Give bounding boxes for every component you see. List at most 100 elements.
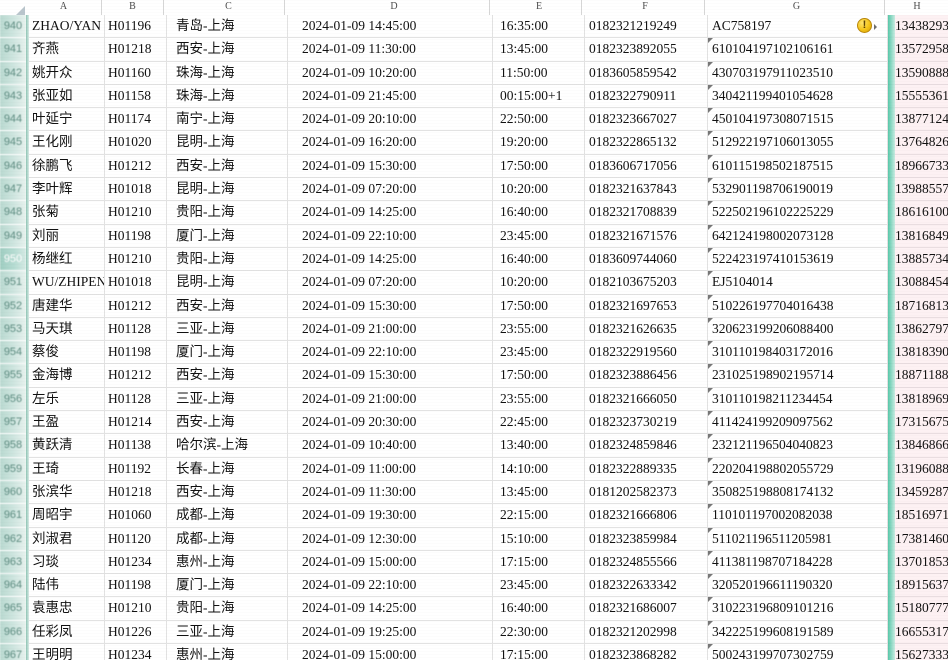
cell-arrival-time[interactable]: 16:40:00 — [493, 201, 585, 225]
table-row[interactable]: 马天琪 H01128 三亚-上海 2024-01-09 21:00:00 23:55:0… — [29, 317, 948, 342]
cell-id-number[interactable]: 450104197308071515 — [708, 108, 888, 132]
cell-departure-datetime[interactable]: 2024-01-09 20:10:00 — [288, 108, 493, 132]
cell-arrival-time[interactable]: 17:50:00 — [493, 294, 585, 318]
row-header[interactable]: 956 — [0, 387, 26, 412]
table-row[interactable]: 习琰 H01234 惠州-上海 2024-01-09 15:00:00 17:15:00… — [29, 550, 948, 575]
cell-departure-datetime[interactable]: 2024-01-09 21:45:00 — [288, 84, 493, 109]
cell-arrival-time[interactable]: 22:45:00 — [493, 411, 585, 435]
cell-flight-number[interactable]: H01158 — [105, 84, 167, 109]
cell-phone-number[interactable]: 13590888 — [895, 62, 948, 85]
cell-order-number[interactable]: 0182322790911 — [585, 84, 708, 109]
cell-route[interactable]: 昆明-上海 — [167, 131, 288, 155]
cell-departure-datetime[interactable]: 2024-01-09 20:30:00 — [288, 411, 493, 435]
cell-flight-number[interactable]: H01018 — [105, 271, 167, 295]
row-header[interactable]: 963 — [0, 550, 26, 575]
cell-passenger-name[interactable]: 叶延宁 — [29, 108, 105, 132]
cell-phone-number[interactable]: 13862797 — [895, 318, 948, 342]
table-row[interactable]: 黄跃清 H01138 哈尔滨-上海 2024-01-09 10:40:00 13:40:… — [29, 434, 948, 458]
cell-arrival-time[interactable]: 17:15:00 — [493, 550, 585, 575]
cell-route[interactable]: 成都-上海 — [167, 504, 288, 528]
cell-route[interactable]: 贵阳-上海 — [167, 201, 288, 225]
cell-flight-number[interactable]: H01212 — [105, 294, 167, 318]
row-header[interactable]: 949 — [0, 224, 26, 248]
cell-passenger-name[interactable]: 王琦 — [29, 457, 105, 481]
cell-order-number[interactable]: 0181202582373 — [585, 480, 708, 505]
cell-departure-datetime[interactable]: 2024-01-09 22:10:00 — [288, 574, 493, 598]
row-header[interactable]: 941 — [0, 38, 26, 62]
cell-phone-number[interactable]: 13438293 — [895, 15, 948, 39]
cell-order-number[interactable]: 0182324859846 — [585, 434, 708, 458]
cell-arrival-time[interactable]: 19:20:00 — [493, 131, 585, 155]
cell-route[interactable]: 西安-上海 — [167, 38, 288, 62]
cell-phone-number[interactable]: 17315675 — [895, 411, 948, 435]
cell-flight-number[interactable]: H01120 — [105, 527, 167, 551]
cell-order-number[interactable]: 0182323892055 — [585, 38, 708, 62]
row-header[interactable]: 945 — [0, 131, 26, 155]
cell-passenger-name[interactable]: 袁惠忠 — [29, 597, 105, 621]
cell-order-number[interactable]: 0182323868282 — [585, 644, 708, 660]
cell-route[interactable]: 昆明-上海 — [167, 271, 288, 295]
cell-id-number[interactable]: 350825198808174132 — [708, 480, 888, 505]
cell-passenger-name[interactable]: 王明明 — [29, 644, 105, 660]
cell-route[interactable]: 西安-上海 — [167, 480, 288, 505]
cell-id-number[interactable]: 342225199608191589 — [708, 620, 888, 645]
table-row[interactable]: 杨继红 H01210 贵阳-上海 2024-01-09 14:25:00 16:40:0… — [29, 247, 948, 272]
cell-passenger-name[interactable]: 王盈 — [29, 411, 105, 435]
row-header[interactable]: 943 — [0, 84, 26, 109]
table-row[interactable]: 陆伟 H01198 厦门-上海 2024-01-09 22:10:00 23:45:00… — [29, 574, 948, 598]
table-row[interactable]: 蔡俊 H01198 厦门-上海 2024-01-09 22:10:00 23:45:00… — [29, 341, 948, 365]
cell-arrival-time[interactable]: 13:45:00 — [493, 38, 585, 62]
cell-passenger-name[interactable]: 左乐 — [29, 387, 105, 412]
cell-phone-number[interactable]: 15180777 — [895, 597, 948, 621]
cell-phone-number[interactable]: 13701853 — [895, 551, 948, 575]
row-header[interactable]: 967 — [0, 644, 26, 660]
cell-passenger-name[interactable]: WU/ZHIPEN — [29, 271, 105, 295]
row-header[interactable]: 950 — [0, 247, 26, 272]
cell-passenger-name[interactable]: 王化刚 — [29, 131, 105, 155]
cell-flight-number[interactable]: H01198 — [105, 574, 167, 598]
cell-order-number[interactable]: 0182321626635 — [585, 317, 708, 342]
row-header[interactable]: 962 — [0, 527, 26, 551]
cell-departure-datetime[interactable]: 2024-01-09 14:45:00 — [288, 15, 493, 39]
cell-id-number[interactable]: 500243199707302759 — [708, 644, 888, 660]
cell-passenger-name[interactable]: ZHAO/YAN — [29, 15, 105, 39]
cell-route[interactable]: 长春-上海 — [167, 457, 288, 481]
cell-flight-number[interactable]: H01214 — [105, 411, 167, 435]
cell-route[interactable]: 厦门-上海 — [167, 224, 288, 248]
cell-passenger-name[interactable]: 马天琪 — [29, 317, 105, 342]
table-row[interactable]: 姚开众 H01160 珠海-上海 2024-01-09 10:20:00 11:50:0… — [29, 61, 948, 85]
cell-departure-datetime[interactable]: 2024-01-09 16:20:00 — [288, 131, 493, 155]
column-header-d[interactable]: D — [285, 0, 490, 15]
row-header[interactable]: 942 — [0, 61, 26, 85]
row-header[interactable]: 944 — [0, 108, 26, 132]
cell-departure-datetime[interactable]: 2024-01-09 11:30:00 — [288, 480, 493, 505]
cell-route[interactable]: 惠州-上海 — [167, 644, 288, 660]
cell-phone-number[interactable]: 13764826 — [895, 131, 948, 155]
table-row[interactable]: 唐建华 H01212 西安-上海 2024-01-09 15:30:00 17:50:0… — [29, 294, 948, 318]
cell-id-number[interactable]: 510226197704016438 — [708, 294, 888, 318]
table-row[interactable]: 左乐 H01128 三亚-上海 2024-01-09 21:00:00 23:55:00… — [29, 387, 948, 412]
cell-phone-number[interactable]: 18616100 — [895, 201, 948, 225]
cell-departure-datetime[interactable]: 2024-01-09 15:30:00 — [288, 294, 493, 318]
cell-route[interactable]: 西安-上海 — [167, 154, 288, 179]
table-row[interactable]: 刘淑君 H01120 成都-上海 2024-01-09 12:30:00 15:10:0… — [29, 527, 948, 551]
cell-departure-datetime[interactable]: 2024-01-09 21:00:00 — [288, 317, 493, 342]
cell-arrival-time[interactable]: 22:50:00 — [493, 108, 585, 132]
cell-id-number[interactable]: AC758197 — [708, 15, 888, 39]
cell-arrival-time[interactable]: 23:45:00 — [493, 341, 585, 365]
cell-order-number[interactable]: 0182323667027 — [585, 108, 708, 132]
row-header[interactable]: 948 — [0, 201, 26, 225]
row-header[interactable]: 966 — [0, 620, 26, 645]
cell-order-number[interactable]: 0182321666050 — [585, 387, 708, 412]
table-row[interactable]: 张亚如 H01158 珠海-上海 2024-01-09 21:45:00 00:15:0… — [29, 84, 948, 109]
table-row[interactable]: 徐鹏飞 H01212 西安-上海 2024-01-09 15:30:00 17:50:0… — [29, 154, 948, 179]
table-row[interactable]: 任彩凤 H01226 三亚-上海 2024-01-09 19:25:00 22:30:0… — [29, 620, 948, 645]
table-row[interactable]: 刘丽 H01198 厦门-上海 2024-01-09 22:10:00 23:45:00… — [29, 224, 948, 248]
cell-departure-datetime[interactable]: 2024-01-09 15:00:00 — [288, 644, 493, 660]
cell-flight-number[interactable]: H01128 — [105, 317, 167, 342]
row-header[interactable]: 957 — [0, 411, 26, 435]
cell-id-number[interactable]: 110101197002082038 — [708, 504, 888, 528]
cell-id-number[interactable]: EJ5104014 — [708, 271, 888, 295]
cell-passenger-name[interactable]: 张菊 — [29, 201, 105, 225]
cell-departure-datetime[interactable]: 2024-01-09 07:20:00 — [288, 178, 493, 202]
